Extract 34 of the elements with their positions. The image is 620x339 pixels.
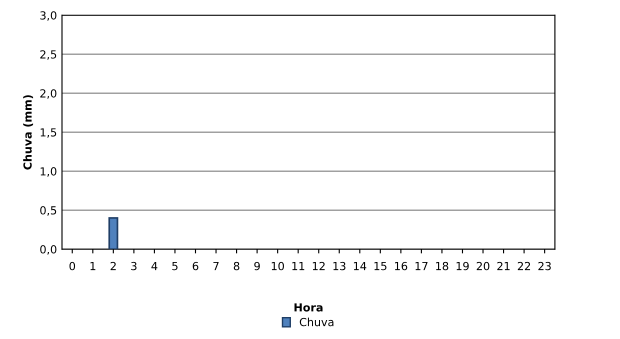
x-tick-label: 7 xyxy=(213,262,219,270)
y-tick-label: 1,5 xyxy=(40,128,56,138)
x-tick-label: 5 xyxy=(172,262,178,270)
x-tick-label: 12 xyxy=(312,262,325,270)
x-tick-label: 3 xyxy=(131,262,137,270)
x-tick-label: 1 xyxy=(90,262,96,270)
x-tick-label: 18 xyxy=(436,262,448,270)
x-tick-label: 15 xyxy=(374,262,386,270)
x-tick-label: 4 xyxy=(151,262,158,270)
y-tick-label: 2,0 xyxy=(40,89,56,99)
x-tick-label: 21 xyxy=(497,262,510,270)
x-tick-label: 8 xyxy=(234,262,240,270)
y-axis-title: Chuva (mm) xyxy=(23,95,34,170)
x-axis-title: Hora xyxy=(294,303,323,312)
legend-label: Chuva xyxy=(300,318,334,326)
y-tick-label: 3,0 xyxy=(40,11,56,21)
x-tick-label: 2 xyxy=(110,262,116,270)
x-tick-label: 17 xyxy=(416,262,428,270)
x-tick-label: 10 xyxy=(272,262,284,270)
x-tick-label: 23 xyxy=(538,262,551,270)
x-tick-label: 22 xyxy=(518,262,530,270)
y-tick-label: 0,0 xyxy=(40,245,56,255)
x-tick-label: 20 xyxy=(476,262,490,270)
x-tick-label: 13 xyxy=(333,262,346,270)
y-tick-label: 2,5 xyxy=(40,50,56,60)
x-tick-label: 9 xyxy=(254,262,260,270)
y-tick-label: 0,5 xyxy=(40,206,56,216)
x-tick-label: 14 xyxy=(354,262,366,270)
x-tick-label: 11 xyxy=(292,262,304,270)
x-tick-label: 19 xyxy=(456,262,469,270)
x-tick-label: 6 xyxy=(192,262,198,270)
y-tick-label: 1,0 xyxy=(40,167,56,177)
x-tick-label: 0 xyxy=(69,262,76,270)
x-tick-label: 16 xyxy=(395,262,408,270)
